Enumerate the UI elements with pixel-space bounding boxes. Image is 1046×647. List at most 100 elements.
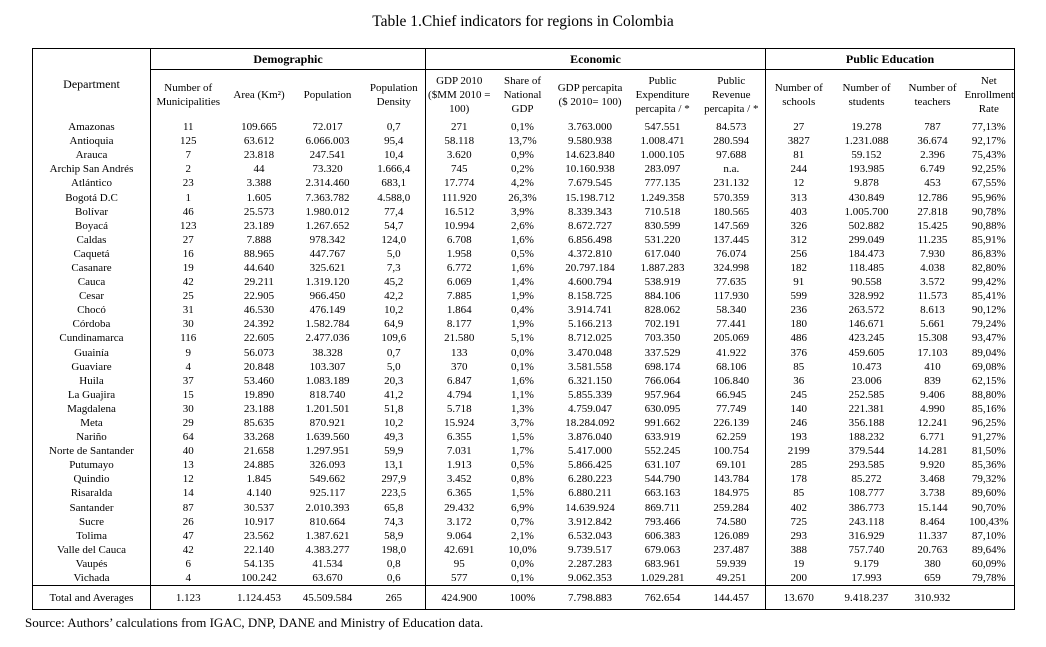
value-cell: 247.541: [309, 149, 346, 162]
value-cell: 73.320: [312, 163, 343, 176]
table-row: Nariño 64 33.268 1.639.560 49,3 6.355 1,5% 3.87…: [33, 430, 1015, 445]
column-header-share-national-gdp: Share of National GDP: [503, 74, 542, 116]
department-cell: Archip San Andrés: [49, 163, 134, 176]
value-cell: 6.847: [425, 373, 493, 388]
value-cell: 683,1: [381, 177, 407, 190]
value-cell: 111.920: [425, 190, 493, 205]
table-row: Cauca 42 29.211 1.319.120 45,2 6.069 1,4% 4.600…: [33, 275, 1015, 290]
value-cell: 16: [150, 246, 226, 261]
department-cell: Guaviare: [71, 360, 112, 373]
table-row: Amazonas 11 109.665 72.017 0,7 271 0,1% 3.763.0…: [33, 120, 1015, 135]
value-cell: 236: [765, 303, 832, 318]
value-cell: 328.992: [848, 290, 885, 303]
value-cell: 87: [150, 500, 226, 515]
column-header-municipalities: Number of Municipalities: [150, 69, 226, 120]
value-cell: 312: [765, 232, 832, 247]
department-cell: Arauca: [75, 149, 108, 162]
value-cell: 3.581.558: [568, 360, 613, 373]
value-cell: 193: [765, 430, 832, 445]
value-cell: 1,9%: [511, 318, 534, 331]
value-cell: 1.123: [150, 585, 226, 610]
value-cell: 957.964: [644, 388, 681, 401]
value-cell: 4.759.047: [568, 402, 613, 415]
value-cell: 63.612: [243, 135, 275, 148]
value-cell: 126.089: [713, 529, 750, 542]
department-cell: Atlántico: [71, 177, 112, 190]
value-cell: 10,2: [384, 304, 404, 317]
value-cell: 20,3: [384, 374, 404, 387]
column-header-public-expenditure: Public Expenditure percapita / *: [635, 74, 690, 116]
value-cell: 44: [253, 163, 265, 176]
value-cell: 476.149: [309, 304, 346, 317]
value-cell: 1,6%: [511, 374, 534, 387]
value-cell: 0,7%: [511, 515, 534, 528]
value-cell: 59,9: [384, 445, 404, 458]
department-cell: Boyacá: [75, 219, 108, 232]
value-cell: 106.840: [713, 374, 750, 387]
value-cell: 91: [765, 275, 832, 290]
value-cell: 231.132: [713, 177, 750, 190]
value-cell: [963, 585, 1015, 610]
value-cell: 6,9%: [511, 501, 534, 514]
value-cell: 8.158.725: [568, 290, 613, 303]
table-row: Santander 87 30.537 2.010.393 65,8 29.432 6,9%…: [33, 500, 1015, 515]
department-cell: Cundinamarca: [59, 332, 124, 345]
value-cell: 103.307: [309, 360, 346, 373]
value-cell: 7.885: [425, 289, 493, 304]
value-cell: 41,2: [384, 388, 404, 401]
value-cell: 12: [765, 176, 832, 191]
value-cell: 109,6: [381, 332, 407, 345]
value-cell: 1.249.358: [640, 191, 685, 204]
value-cell: 630.095: [644, 402, 681, 415]
value-cell: 3.620: [425, 148, 493, 163]
value-cell: 18.284.092: [565, 417, 615, 430]
department-cell: Chocó: [77, 304, 106, 317]
value-cell: 85,36%: [971, 459, 1006, 472]
value-cell: 1.083.189: [305, 374, 350, 387]
value-cell: 23.818: [243, 149, 275, 162]
value-cell: 245: [765, 387, 832, 402]
department-cell: Magdalena: [67, 402, 116, 415]
table-row: Quindio 12 1.845 549.662 297,9 3.452 0,8% 6.280…: [33, 472, 1015, 487]
value-cell: 1.605: [246, 191, 272, 204]
value-cell: 659: [924, 572, 941, 585]
value-cell: 6.355: [425, 430, 493, 445]
table-row: Putumayo 13 24.885 326.093 13,1 1.913 0,5% 5.86…: [33, 458, 1015, 473]
value-cell: 1.008.471: [640, 135, 685, 148]
value-cell: 9.878: [854, 177, 879, 190]
value-cell: 5.718: [425, 401, 493, 416]
value-cell: 188.232: [848, 431, 885, 444]
value-cell: 544.790: [644, 473, 681, 486]
value-cell: 109.665: [241, 121, 277, 134]
value-cell: 8.464: [920, 515, 945, 528]
value-cell: 0,6: [386, 572, 401, 585]
value-cell: 117.930: [713, 290, 749, 303]
value-cell: 82,80%: [971, 261, 1006, 274]
value-cell: 14.639.924: [565, 501, 615, 514]
value-cell: 85.635: [243, 417, 275, 430]
value-cell: 1,5%: [511, 487, 534, 500]
group-header-row: Department Demographic Economic Public E…: [33, 48, 1015, 91]
value-cell: 9.064: [425, 528, 493, 543]
value-cell: 22.140: [243, 543, 275, 556]
column-header-gdp-percapita: GDP percapita ($ 2010= 100): [557, 81, 623, 108]
value-cell: 95,4: [384, 135, 404, 148]
value-cell: 10,2: [384, 417, 404, 430]
table-row: La Guajira 15 19.890 818.740 41,2 4.794 1,1% 5.…: [33, 387, 1015, 402]
value-cell: 325.621: [309, 261, 346, 274]
value-cell: 0,8%: [511, 473, 534, 486]
table-row: Norte de Santander 40 21.658 1.297.951 59,9 7…: [33, 444, 1015, 459]
value-cell: 27.818: [917, 205, 948, 218]
value-cell: 1,3%: [511, 402, 534, 415]
value-cell: 310.932: [901, 585, 964, 610]
value-cell: 14: [150, 486, 226, 501]
value-cell: 193.985: [848, 163, 885, 176]
value-cell: 29: [150, 415, 226, 431]
value-cell: 74.580: [716, 515, 747, 528]
value-cell: 27: [765, 120, 832, 135]
value-cell: 42: [150, 542, 226, 557]
value-cell: 430.849: [848, 191, 885, 204]
value-cell: 5.166.213: [568, 318, 613, 331]
value-cell: 13,7%: [508, 135, 537, 148]
value-cell: 1.297.951: [305, 445, 350, 458]
